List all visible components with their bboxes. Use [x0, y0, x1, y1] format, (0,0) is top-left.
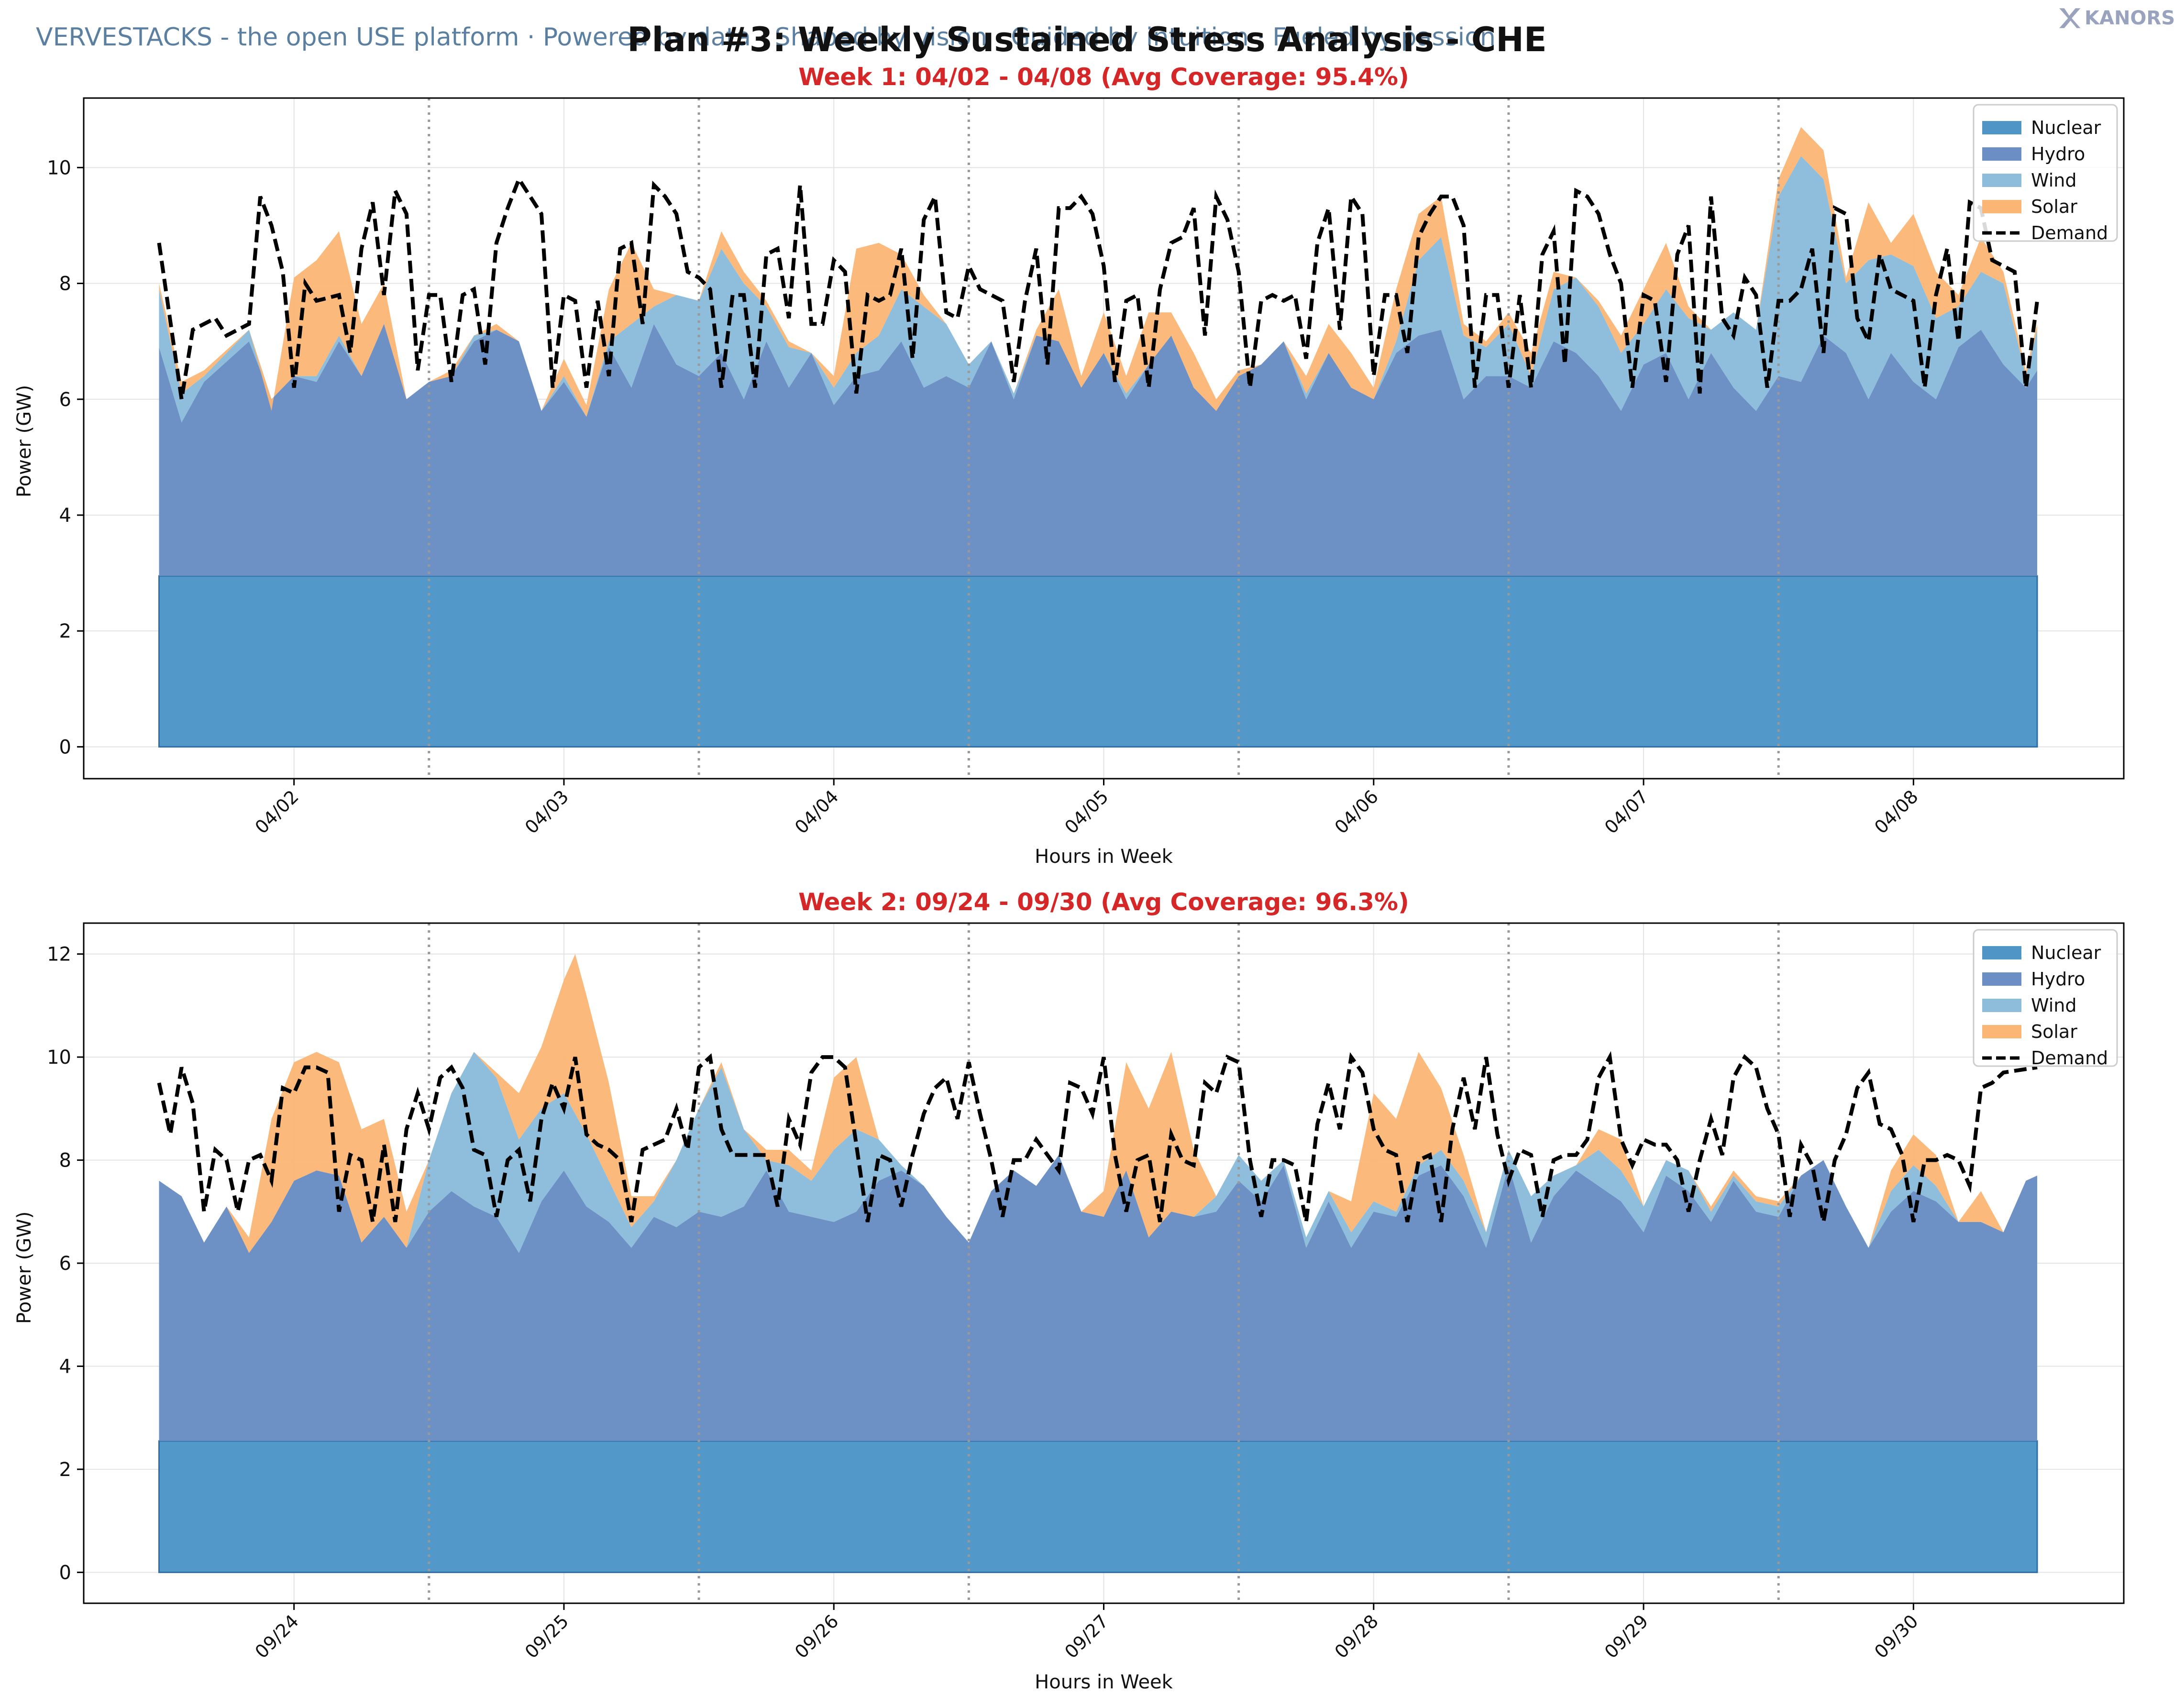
legend-swatch-nuclear [1982, 946, 2021, 959]
x-tick-label: 09/29 [1600, 1610, 1653, 1663]
y-tick-label: 4 [59, 1355, 71, 1377]
x-tick-label: 04/07 [1600, 786, 1653, 838]
legend-swatch-wind [1982, 174, 2021, 187]
legend-label-demand: Demand [2031, 222, 2108, 243]
chart-2-title: Week 2: 09/24 - 09/30 (Avg Coverage: 96.… [798, 888, 1409, 916]
y-tick-label: 12 [47, 944, 71, 966]
legend-swatch-solar [1982, 200, 2021, 213]
x-tick-label: 04/02 [251, 786, 303, 838]
y-tick-label: 6 [59, 1253, 71, 1275]
legend-label-nuclear: Nuclear [2031, 942, 2101, 963]
x-tick-label: 09/27 [1060, 1610, 1113, 1663]
x-tick-label: 04/08 [1870, 786, 1922, 838]
legend-swatch-hydro [1982, 972, 2021, 986]
chart-1-xlabel: Hours in Week [1035, 846, 1173, 868]
legend-swatch-solar [1982, 1025, 2021, 1038]
legend-label-wind: Wind [2031, 995, 2077, 1016]
x-tick-label: 09/24 [251, 1610, 303, 1663]
legend: Nuclear Hydro Wind Solar Demand [1973, 929, 2118, 1069]
x-tick-label: 04/06 [1331, 786, 1383, 838]
kanors-logo: KANORS [2057, 6, 2174, 31]
demand-line [157, 175, 2039, 400]
x-tick-label: 04/03 [521, 786, 573, 838]
watermark-text: VERVESTACKS - the open USE platform · Po… [36, 23, 1496, 52]
x-tick-label: 09/30 [1870, 1610, 1922, 1663]
x-tick-label: 04/05 [1060, 786, 1113, 838]
y-tick-label: 2 [59, 620, 71, 642]
chart-2-plot: 0 2 4 6 8 10 12 09/24 09/25 09/26 09/27 09/28 09/29 0… [47, 922, 2125, 1663]
y-tick-label: 10 [47, 1047, 71, 1069]
area-wind [159, 1052, 2037, 1253]
legend-label-solar: Solar [2031, 1021, 2077, 1042]
legend-label-hydro: Hydro [2031, 969, 2085, 990]
figure-title: Plan #3: Weekly Sustained Stress Analysi… [627, 20, 1547, 59]
legend-label-demand: Demand [2031, 1047, 2108, 1069]
x-tick-label: 09/25 [521, 1610, 573, 1663]
y-tick-label: 4 [59, 505, 71, 527]
chart-1-title: Week 1: 04/02 - 04/08 (Avg Coverage: 95.… [798, 63, 1409, 91]
y-tick-label: 2 [59, 1459, 71, 1481]
area-wind [159, 156, 2037, 423]
area-nuclear [158, 575, 2038, 748]
y-tick-label: 8 [59, 1150, 71, 1172]
area-solar [159, 954, 2037, 1253]
chart-1-plot: 0 2 4 6 8 10 04/02 04/03 04/04 04/05 04/06 04/07 04/… [47, 97, 2125, 838]
legend-label-wind: Wind [2031, 170, 2077, 191]
y-tick-label: 6 [59, 389, 71, 411]
legend-label-solar: Solar [2031, 196, 2077, 217]
kanors-logo-icon [2059, 8, 2081, 28]
legend-label-hydro: Hydro [2031, 143, 2085, 165]
area-solar [159, 127, 2037, 417]
legend-swatch-nuclear [1982, 121, 2021, 134]
y-tick-label: 8 [59, 273, 71, 295]
legend-label-nuclear: Nuclear [2031, 117, 2101, 138]
x-tick-label: 09/26 [791, 1610, 843, 1663]
x-tick-label: 09/28 [1331, 1610, 1383, 1663]
y-tick-label: 0 [59, 736, 71, 758]
area-hydro [159, 1155, 2037, 1441]
demand-line [157, 1051, 2038, 1223]
kanors-logo-text: KANORS [2085, 7, 2174, 29]
legend: Nuclear Hydro Wind Solar Demand [1973, 104, 2118, 243]
chart-2-xlabel: Hours in Week [1035, 1671, 1173, 1693]
y-tick-label: 0 [59, 1562, 71, 1584]
y-tick-label: 10 [47, 157, 71, 179]
legend-swatch-wind [1982, 999, 2021, 1012]
legend-swatch-hydro [1982, 147, 2021, 161]
x-tick-label: 04/04 [791, 786, 843, 838]
area-hydro [159, 324, 2037, 576]
area-nuclear [158, 1440, 2038, 1573]
